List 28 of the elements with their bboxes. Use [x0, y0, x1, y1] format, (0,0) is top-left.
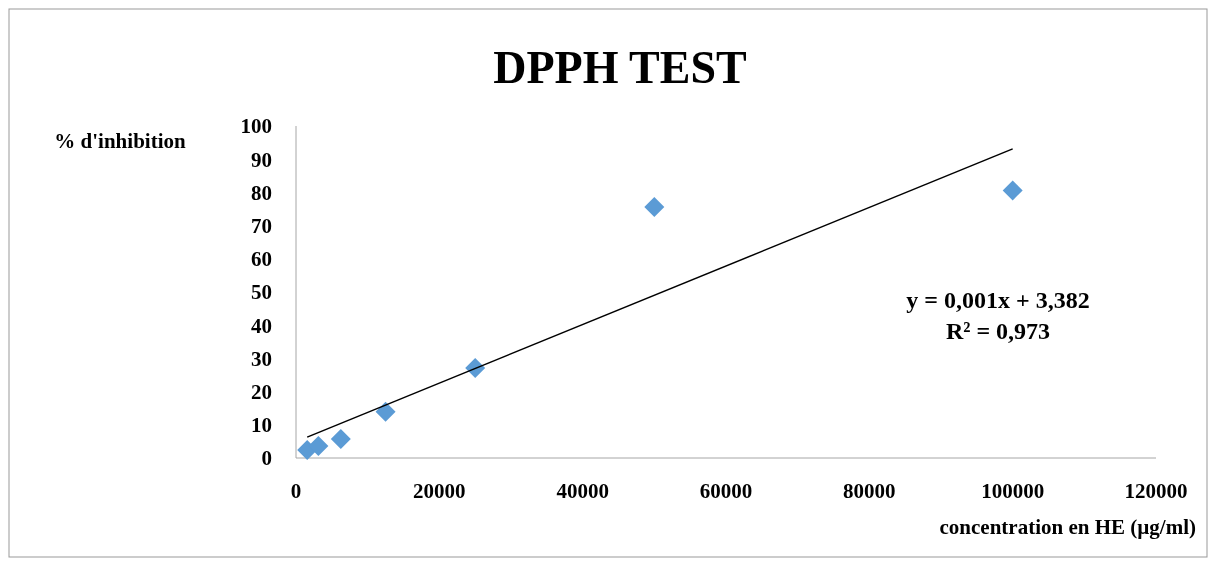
y-tick-label: 30	[251, 346, 272, 371]
point	[330, 429, 351, 450]
y-tick-label: 90	[251, 147, 272, 172]
y-tick-label: 100	[240, 114, 272, 139]
y-tick-label: 0	[261, 446, 272, 471]
annotation: y = 0,001x + 3,382	[906, 287, 1090, 313]
x-tick-label: 100000	[981, 479, 1045, 503]
y-tick-label: 50	[251, 280, 272, 305]
x-axis-title: concentration en HE (µg/ml)	[939, 515, 1196, 539]
x-tick-label: 60000	[699, 479, 753, 503]
x-tick-label: 40000	[556, 479, 609, 503]
y-tick-label: 40	[251, 313, 272, 338]
point	[308, 436, 329, 457]
annotation: R² = 0,973	[945, 318, 1051, 344]
x-tick-label: 0	[290, 479, 302, 503]
x-tick-label: 120000	[1124, 479, 1188, 503]
x-tick-label: 80000	[843, 479, 896, 503]
y-tick-label: 70	[251, 213, 272, 238]
point	[644, 197, 665, 218]
y-axis-title: % d'inhibition	[54, 129, 186, 153]
chart-title: DPPH TEST	[493, 42, 747, 93]
y-tick-label: 80	[251, 180, 272, 205]
y-tick-label: 20	[251, 379, 272, 404]
y-tick-label: 10	[251, 413, 272, 438]
point	[375, 401, 396, 422]
y-tick-label: 60	[251, 247, 272, 272]
x-tick-label: 20000	[413, 479, 466, 503]
point	[1002, 180, 1023, 201]
